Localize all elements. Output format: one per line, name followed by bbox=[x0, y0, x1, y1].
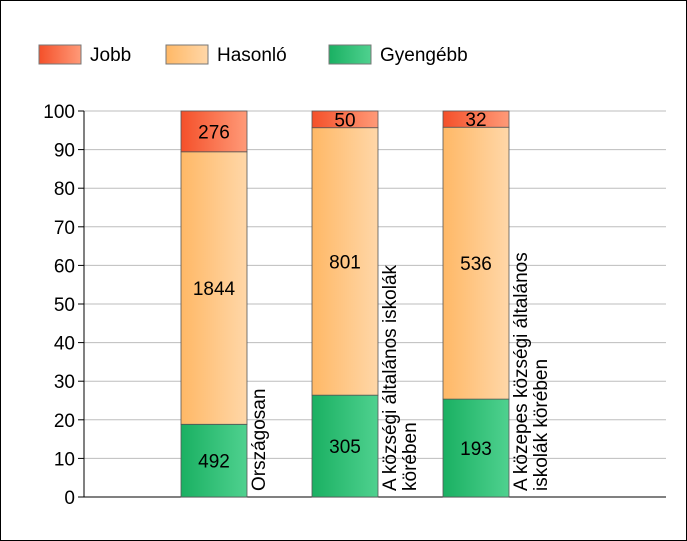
bar-hasonlo-3 bbox=[442, 126, 510, 400]
legend-swatch-hasonlo bbox=[165, 44, 209, 65]
y-tick-label-50: 50 bbox=[54, 295, 75, 316]
data-label-gyengebb-3: 193 bbox=[460, 439, 492, 460]
data-label-hasonlo-1: 1844 bbox=[193, 279, 236, 300]
y-tick-label-20: 20 bbox=[54, 411, 75, 432]
x-axis-labels: Országosan A községi általános iskolák kör… bbox=[249, 252, 552, 491]
legend-swatch-gyengebb bbox=[328, 44, 372, 65]
bar-jobb-2 bbox=[311, 110, 379, 129]
data-label-hasonlo-2: 801 bbox=[329, 252, 361, 273]
legend-label-jobb: Jobb bbox=[90, 45, 131, 66]
y-tick-label-100: 100 bbox=[43, 102, 75, 123]
bars: 492 1844 276 305 801 50 193 536 32 bbox=[180, 110, 510, 498]
y-tick-label-0: 0 bbox=[64, 488, 75, 509]
data-label-gyengebb-2: 305 bbox=[329, 437, 361, 458]
y-tick-label-10: 10 bbox=[54, 449, 75, 470]
legend: Jobb Hasonló Gyengébb bbox=[38, 44, 468, 66]
category-label-3-line-2: iskolák körében bbox=[531, 359, 552, 491]
y-tick-label-70: 70 bbox=[54, 218, 75, 239]
category-label-1-line-1: Országosan bbox=[249, 389, 270, 491]
data-label-jobb-1: 276 bbox=[198, 122, 230, 143]
bar-gyengebb-2 bbox=[311, 394, 379, 498]
bar-gyengebb-1 bbox=[180, 423, 248, 498]
data-label-jobb-2: 50 bbox=[334, 110, 355, 131]
bar-jobb-3 bbox=[442, 110, 510, 128]
bar-hasonlo-2 bbox=[311, 127, 379, 396]
y-tick-label-30: 30 bbox=[54, 372, 75, 393]
data-label-gyengebb-1: 492 bbox=[198, 452, 230, 473]
category-label-2-line-2: körében bbox=[400, 422, 421, 491]
bar-gyengebb-3 bbox=[442, 398, 510, 498]
y-tick-label-40: 40 bbox=[54, 334, 75, 355]
category-label-3-line-1: A közepes községi általános bbox=[511, 252, 532, 491]
y-tick-label-80: 80 bbox=[54, 179, 75, 200]
bar-jobb-1 bbox=[180, 110, 248, 153]
category-label-2-line-1: A községi általános iskolák bbox=[380, 264, 401, 491]
category-label-3: A közepes községi általános iskolák köréb… bbox=[511, 252, 552, 491]
category-label-2: A községi általános iskolák körében bbox=[380, 264, 421, 491]
legend-label-hasonlo: Hasonló bbox=[217, 45, 287, 66]
y-tick-label-90: 90 bbox=[54, 141, 75, 162]
data-label-jobb-3: 32 bbox=[465, 110, 486, 131]
legend-swatch-jobb bbox=[38, 44, 82, 65]
legend-label-gyengebb: Gyengébb bbox=[380, 45, 468, 66]
y-tick-label-60: 60 bbox=[54, 256, 75, 277]
data-label-hasonlo-3: 536 bbox=[460, 254, 492, 275]
bar-hasonlo-1 bbox=[180, 151, 248, 425]
category-label-1: Országosan bbox=[249, 389, 270, 491]
